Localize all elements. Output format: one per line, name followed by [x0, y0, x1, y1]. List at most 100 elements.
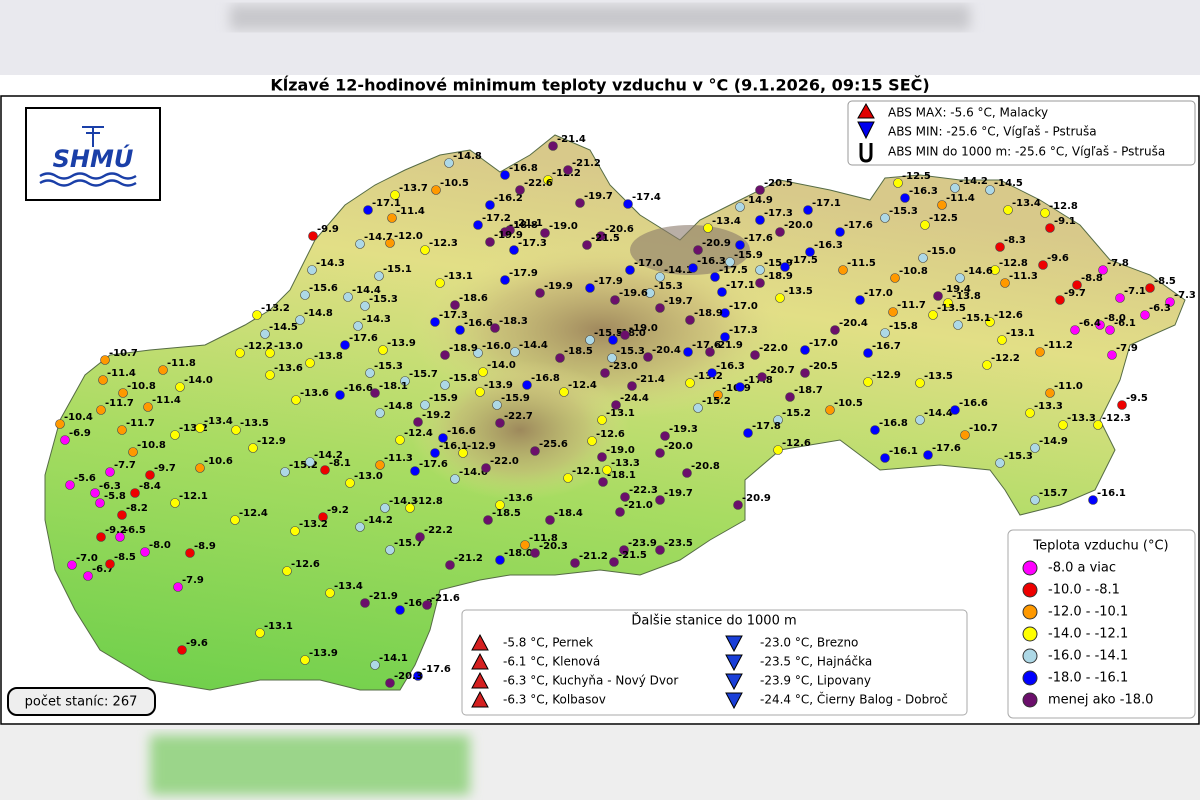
station-dot — [255, 628, 265, 638]
station-dot — [485, 200, 495, 210]
station-value: -20.7 — [766, 365, 795, 376]
station-dot — [370, 660, 380, 670]
station-value: -14.0 — [184, 375, 213, 386]
station-dot — [1072, 280, 1082, 290]
station-dot — [835, 227, 845, 237]
station-dot — [750, 350, 760, 360]
station-dot — [893, 178, 903, 188]
abs-max: ABS MAX: -5.6 °C, Malacky — [888, 106, 1048, 120]
station-value: -7.3 — [1174, 290, 1196, 301]
station-value: -12.2 — [991, 353, 1020, 364]
station-dot — [455, 325, 465, 335]
station-value: -14.8 — [453, 151, 482, 162]
station-dot — [863, 377, 873, 387]
station-dot — [374, 271, 384, 281]
station-dot — [385, 238, 395, 248]
station-value: -18.1 — [607, 470, 636, 481]
station-dot — [365, 368, 375, 378]
station-value: -12.8 — [999, 258, 1028, 269]
station-dot — [880, 328, 890, 338]
station-value: -14.7 — [364, 232, 393, 243]
station-value: -10.8 — [127, 381, 156, 392]
station-dot — [693, 403, 703, 413]
station-dot — [380, 503, 390, 513]
station-value: -18.7 — [794, 385, 823, 396]
station-value: -8.0 — [149, 540, 171, 551]
station-value: -15.9 — [429, 393, 458, 404]
legend-label: menej ako -18.0 — [1048, 693, 1153, 708]
station-dot — [145, 470, 155, 480]
station-dot — [308, 231, 318, 241]
station-value: -16.6 — [344, 383, 373, 394]
station-dot — [128, 447, 138, 457]
station-dot — [900, 193, 910, 203]
station-value: -20.3 — [394, 671, 423, 682]
logo-waves — [39, 172, 137, 187]
station-dot — [587, 436, 597, 446]
station-dot — [170, 498, 180, 508]
station-dot — [1095, 320, 1105, 330]
station-dot — [655, 545, 665, 555]
station-dot — [937, 200, 947, 210]
station-value: -16.3 — [716, 361, 745, 372]
station-value: -22.0 — [490, 456, 519, 467]
station-value: -13.5 — [784, 286, 813, 297]
station-value: -17.5 — [789, 255, 818, 266]
station-value: -12.4 — [404, 428, 433, 439]
station-dot — [370, 388, 380, 398]
station-dot — [619, 545, 629, 555]
station-dot — [265, 348, 275, 358]
station-dot — [95, 498, 105, 508]
station-value: -10.8 — [899, 266, 928, 277]
station-value: -17.6 — [692, 340, 721, 351]
station-value: -20.4 — [652, 345, 681, 356]
station-value: -19.0 — [606, 445, 635, 456]
station-value: -14.0 — [487, 360, 516, 371]
station-value: -9.5 — [1126, 393, 1148, 404]
station-dot — [282, 566, 292, 576]
station-dot — [492, 400, 502, 410]
station-value: -15.0 — [927, 246, 956, 257]
abs-box: ABS MAX: -5.6 °C, Malacky ABS MIN: -25.6… — [847, 100, 1196, 166]
station-value: -12.6 — [596, 429, 625, 440]
station-dot — [920, 220, 930, 230]
station-dot — [725, 257, 735, 267]
station-value: -17.2 — [482, 213, 511, 224]
station-value: -9.2 — [327, 505, 349, 516]
station-dot — [1055, 295, 1065, 305]
station-dot — [1030, 495, 1040, 505]
station-value: -9.7 — [154, 463, 176, 474]
station-dot — [775, 227, 785, 237]
station-dot — [65, 480, 75, 490]
station-dot — [585, 335, 595, 345]
station-value: -9.2 — [105, 525, 127, 536]
station-value: -10.6 — [204, 456, 233, 467]
station-dot — [775, 293, 785, 303]
station-value: -15.2 — [702, 396, 731, 407]
station-dot — [950, 183, 960, 193]
station-value: -17.8 — [752, 421, 781, 432]
station-dot — [682, 468, 692, 478]
station-dot — [90, 488, 100, 498]
station-dot — [780, 262, 790, 272]
station-count: počet staníc: 267 — [25, 695, 138, 710]
station-dot — [405, 503, 415, 513]
station-value: -16.8 — [879, 418, 908, 429]
station-dot — [295, 315, 305, 325]
station-dot — [685, 315, 695, 325]
warm-station: -5.8 °C, Pernek — [503, 636, 593, 650]
station-dot — [485, 237, 495, 247]
station-value: -11.8 — [167, 358, 196, 369]
station-dot — [375, 460, 385, 470]
legend-title: Teplota vzduchu (°C) — [1032, 539, 1168, 554]
station-value: -16.1 — [889, 446, 918, 457]
station-dot — [495, 555, 505, 565]
cold-icon — [725, 692, 743, 710]
title: Kĺzavé 12-hodinové minimum teploty vzduc… — [270, 76, 929, 95]
station-value: -6.5 — [124, 525, 146, 536]
station-dot — [475, 387, 485, 397]
cold-station: -23.9 °C, Lipovany — [760, 674, 871, 688]
station-value: -16.7 — [872, 341, 901, 352]
station-dot — [1093, 420, 1103, 430]
station-value: -5.8 — [104, 491, 126, 502]
